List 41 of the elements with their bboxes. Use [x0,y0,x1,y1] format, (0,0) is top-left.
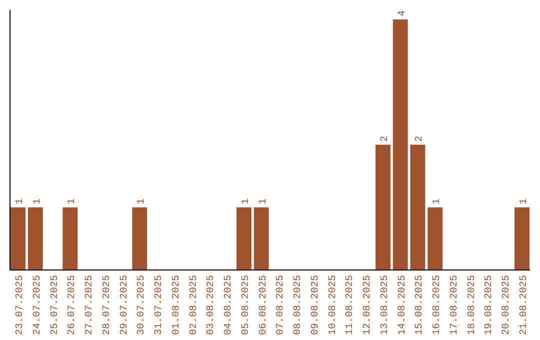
x-tick-label: 13.08.2025 [380,275,391,336]
x-tick-label: 08.08.2025 [293,275,304,336]
x-tick-label: 17.08.2025 [449,275,460,336]
x-tick-label: 25.07.2025 [50,275,61,336]
data-label: 4 [397,10,408,16]
x-tick-label: 19.08.2025 [484,275,496,336]
x-tick-label: 14.08.2025 [397,275,408,336]
data-label: 2 [380,136,391,142]
x-tick-label: 21.08.2025 [519,275,530,336]
x-tick-label: 02.08.2025 [188,275,200,336]
x-tick-label: 29.07.2025 [119,275,130,336]
x-tick-label: 04.08.2025 [224,275,235,336]
x-tick-label: 11.08.2025 [345,275,356,336]
x-tick-label: 23.07.2025 [14,275,26,336]
data-label: 1 [67,198,78,204]
data-label: 1 [432,198,444,204]
x-tick-label: 07.08.2025 [276,275,287,336]
x-tick-label: 28.07.2025 [102,275,113,336]
x-tick-label: 27.07.2025 [84,275,96,336]
data-label: 1 [14,198,26,204]
data-label: 1 [240,198,252,204]
data-label: 1 [258,198,270,204]
x-tick-label: 12.08.2025 [362,275,374,336]
x-tick-label: 10.08.2025 [328,275,339,336]
x-tick-label: 06.08.2025 [258,275,270,336]
data-label: 1 [136,198,148,204]
x-tick-label: 26.07.2025 [67,275,78,336]
x-tick-label: 30.07.2025 [136,275,148,336]
x-tick-label: 15.08.2025 [414,275,426,336]
x-tick-label: 01.08.2025 [171,275,182,336]
x-tick-label: 05.08.2025 [240,275,252,336]
data-label: 1 [519,198,530,204]
x-tick-label: 18.08.2025 [466,275,478,336]
x-tick-label: 03.08.2025 [206,275,218,336]
data-label: 1 [32,198,44,204]
x-tick-label: 31.07.2025 [154,275,166,336]
x-tick-label: 24.07.2025 [32,275,44,336]
x-tick-label: 20.08.2025 [502,275,513,336]
data-label: 2 [414,136,426,142]
x-tick-label: 09.08.2025 [310,275,322,336]
x-tick-label: 16.08.2025 [432,275,444,336]
